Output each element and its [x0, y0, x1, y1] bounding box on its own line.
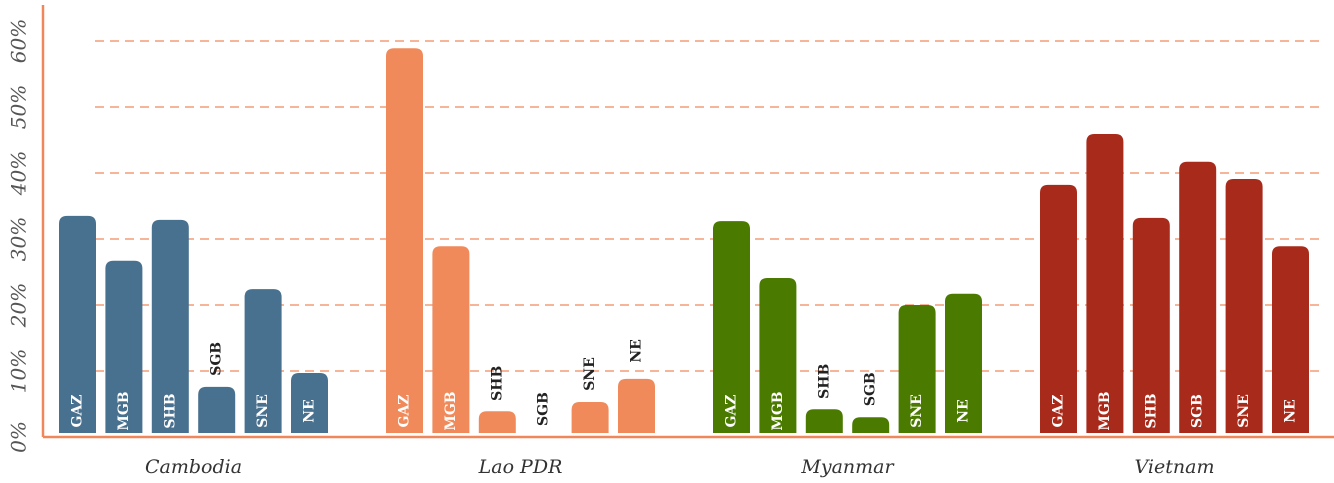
bar — [1272, 246, 1309, 433]
x-tick-label: Vietnam — [1135, 456, 1215, 478]
bar-label: SGB — [536, 392, 552, 426]
y-tick-label: 50% — [7, 85, 31, 129]
bar — [571, 402, 609, 433]
bar-label: SNE — [909, 394, 925, 428]
bar — [1179, 161, 1217, 433]
bar-label: SHB — [1143, 393, 1159, 428]
bar-label: SHB — [162, 393, 178, 428]
bar-label: NE — [302, 399, 318, 422]
bar — [386, 48, 423, 433]
bar-label: MGB — [443, 391, 459, 430]
y-tick-label: 10% — [7, 349, 31, 393]
bar-label: SNE — [255, 394, 271, 428]
bar-label: SHB — [489, 366, 505, 401]
bar-label: GAZ — [70, 394, 86, 427]
bar — [618, 378, 655, 433]
x-tick-label: Cambodia — [145, 456, 242, 478]
bar-label: MGB — [770, 391, 786, 430]
bar-label: NE — [1283, 399, 1299, 422]
bar — [759, 277, 797, 433]
bar-label: GAZ — [397, 394, 413, 427]
bar — [105, 260, 143, 433]
bar-label: SGB — [209, 342, 225, 376]
bar — [852, 417, 890, 433]
bar — [1040, 184, 1077, 433]
bar-label: MGB — [116, 391, 132, 430]
y-tick-label: 0% — [7, 421, 31, 453]
bar — [198, 386, 236, 433]
y-tick-label: 30% — [7, 217, 31, 261]
bar-label: SGB — [1190, 394, 1206, 428]
bar-label: NE — [956, 399, 972, 422]
bar-label: SNE — [1236, 394, 1252, 428]
bar — [478, 411, 516, 433]
bar — [1086, 134, 1124, 433]
y-tick-label: 40% — [7, 151, 31, 196]
bar-label: SGB — [863, 372, 879, 406]
bar-label: GAZ — [724, 394, 740, 427]
bar — [432, 246, 470, 433]
bar-label: GAZ — [1051, 394, 1067, 427]
bar — [1132, 217, 1170, 433]
bar-label: NE — [629, 339, 645, 362]
bar — [805, 409, 843, 433]
x-tick-label: Lao PDR — [478, 456, 563, 478]
bar — [244, 289, 282, 433]
bar — [151, 219, 189, 433]
y-tick-label: 20% — [7, 283, 31, 328]
bar — [713, 221, 750, 433]
x-tick-label: Myanmar — [800, 456, 895, 478]
bar — [945, 293, 982, 433]
bar-label: SHB — [816, 364, 832, 399]
bar-label: SNE — [582, 357, 598, 391]
y-tick-label: 60% — [7, 19, 31, 63]
bar — [1225, 178, 1263, 433]
bar — [898, 305, 936, 433]
bar — [59, 215, 96, 433]
bar — [291, 372, 328, 433]
bar-label: MGB — [1097, 391, 1113, 430]
